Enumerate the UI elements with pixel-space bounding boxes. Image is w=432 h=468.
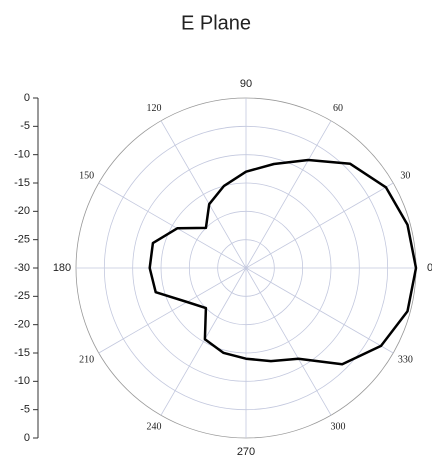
angle-label: 210 [79,354,94,365]
chart-title: E Plane [181,12,251,34]
angle-label: 180 [53,262,71,274]
angle-label: 270 [237,446,255,458]
r-tick-label: -20 [14,205,30,217]
angle-label: 30 [400,170,410,181]
r-tick-label: -5 [20,120,30,132]
grid-spoke [98,267,247,354]
pattern-curve [148,158,418,366]
angle-label: 90 [240,78,252,90]
r-tick-label: -25 [14,290,30,302]
r-tick-label: 0 [24,432,30,444]
r-tick-label: 0 [24,92,30,104]
r-tick-label: -30 [14,262,30,274]
grid-spoke [245,267,394,354]
angle-label: 240 [147,422,162,433]
grid-spoke [245,267,332,416]
grid-spoke [245,182,394,269]
grid-spoke [98,182,247,269]
grid-spoke [245,120,332,269]
r-tick-label: -20 [14,319,30,331]
r-tick-label: -15 [14,177,30,189]
r-tick-label: -10 [14,149,30,161]
r-tick-label: -25 [14,234,30,246]
angle-label: 0 [427,262,432,274]
angle-label: 150 [79,170,94,181]
angle-label: 60 [333,103,343,114]
r-tick-label: -15 [14,347,30,359]
r-tick-label: -10 [14,375,30,387]
r-tick-label: -5 [20,404,30,416]
angle-label: 120 [147,103,162,114]
angle-label: 300 [331,422,346,433]
grid-spoke [160,267,247,416]
grid-spoke [160,120,247,269]
angle-label: 330 [398,354,413,365]
